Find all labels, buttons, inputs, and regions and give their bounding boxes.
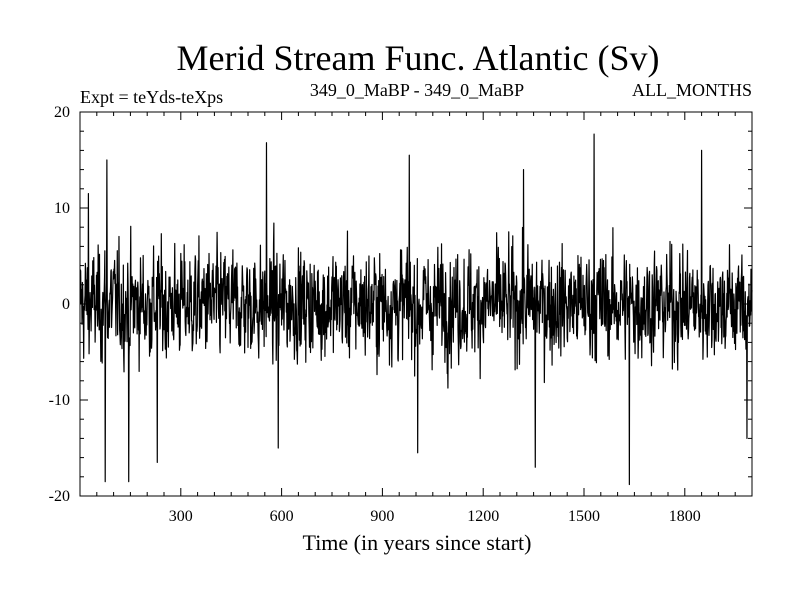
months-label: ALL_MONTHS (632, 80, 752, 100)
x-tick-label: 1500 (568, 508, 600, 525)
series-layer (79, 133, 753, 486)
y-tick-label: 20 (54, 104, 70, 121)
x-tick-label: 900 (370, 508, 394, 525)
x-tick-label: 600 (270, 508, 294, 525)
series-line (79, 133, 753, 486)
ticks-layer: 300 600 900 1200 1500 1800 -20 -10 0 10 20 (49, 104, 752, 525)
period-label: 349_0_MaBP - 349_0_MaBP (310, 80, 524, 100)
x-tick-label: 1800 (669, 508, 701, 525)
x-axis-label: Time (in years since start) (303, 530, 532, 555)
plot-frame (79, 111, 753, 497)
chart-title: Merid Stream Func. Atlantic (Sv) (177, 38, 660, 78)
x-tick-label: 300 (169, 508, 193, 525)
y-tick-label: -10 (49, 392, 70, 409)
y-tick-label: 0 (62, 296, 70, 313)
experiment-label: Expt = teYds-teXps (80, 87, 223, 107)
x-tick-label: 1200 (467, 508, 499, 525)
y-tick-label: 10 (54, 200, 70, 217)
y-tick-label: -20 (49, 488, 70, 505)
